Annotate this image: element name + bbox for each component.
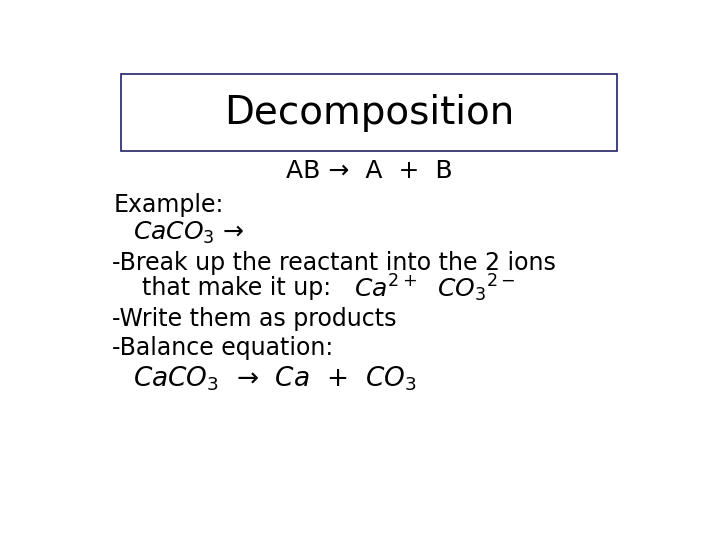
- Text: $\mathit{Ca}^{2+}$  $\mathit{CO_3}^{2-}$: $\mathit{Ca}^{2+}$ $\mathit{CO_3}^{2-}$: [354, 272, 516, 304]
- Text: AB →  A  +  B: AB → A + B: [286, 159, 452, 183]
- Text: -Break up the reactant into the 2 ions: -Break up the reactant into the 2 ions: [112, 252, 556, 275]
- Text: -Write them as products: -Write them as products: [112, 307, 396, 331]
- Text: $\mathit{CaCO_3}$  →  $\mathit{Ca}$  +  $\mathit{CO_3}$: $\mathit{CaCO_3}$ → $\mathit{Ca}$ + $\ma…: [132, 364, 416, 393]
- FancyBboxPatch shape: [121, 74, 617, 151]
- Text: -Balance equation:: -Balance equation:: [112, 336, 333, 360]
- Text: $\mathit{CaCO_3}$ →: $\mathit{CaCO_3}$ →: [132, 220, 244, 246]
- Text: that make it up:: that make it up:: [127, 276, 346, 300]
- Text: Decomposition: Decomposition: [224, 93, 514, 132]
- Text: Example:: Example:: [113, 193, 224, 217]
